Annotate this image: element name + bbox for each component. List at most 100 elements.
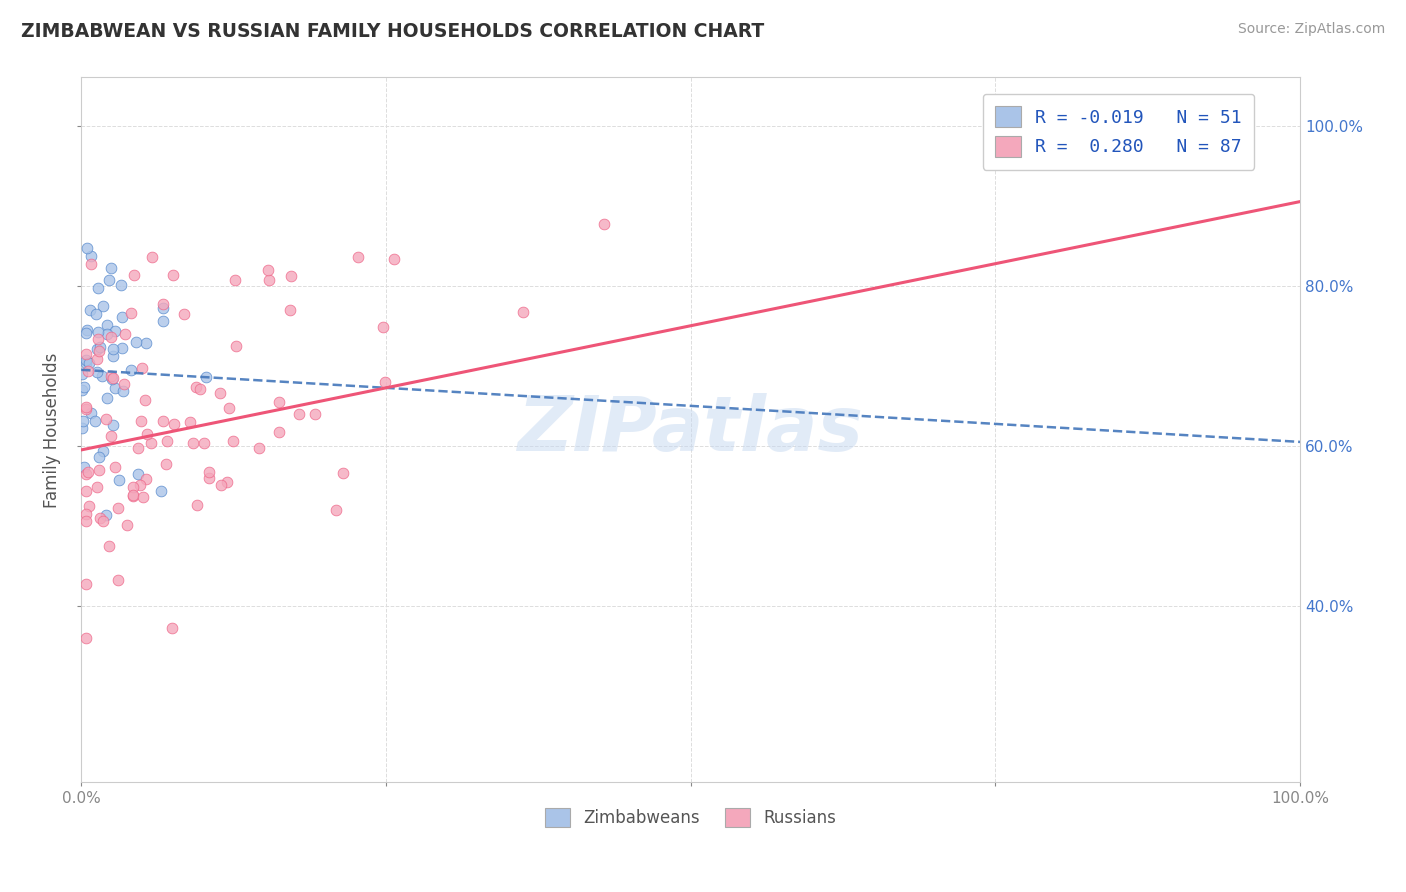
Point: [104, 381, 127, 395]
Point: [112, 376, 135, 391]
Point: [225, 339, 247, 353]
Point: [75, 577, 97, 591]
Point: [122, 489, 145, 503]
Point: [347, 250, 370, 264]
Point: [325, 503, 347, 517]
Point: [127, 467, 149, 482]
Point: [267, 425, 290, 439]
Point: [72, 420, 94, 434]
Point: [247, 441, 270, 455]
Point: [72, 368, 94, 382]
Point: [76, 347, 98, 361]
Point: [111, 384, 134, 398]
Point: [75, 483, 97, 498]
Point: [156, 434, 179, 448]
Point: [79, 302, 101, 317]
Point: [280, 268, 302, 283]
Point: [73, 459, 96, 474]
Point: [75, 631, 97, 645]
Point: [120, 363, 142, 377]
Point: [72, 415, 94, 429]
Point: [215, 475, 238, 490]
Point: [122, 480, 145, 494]
Point: [96, 391, 118, 405]
Point: [127, 441, 149, 455]
Point: [86, 480, 108, 494]
Point: [371, 319, 394, 334]
Point: [75, 400, 97, 414]
Point: [129, 478, 152, 492]
Point: [152, 414, 174, 428]
Point: [152, 314, 174, 328]
Point: [332, 466, 354, 480]
Point: [122, 488, 145, 502]
Point: [135, 472, 157, 486]
Point: [89, 340, 111, 354]
Point: [77, 465, 100, 479]
Point: [77, 499, 100, 513]
Point: [120, 306, 142, 320]
Point: [76, 323, 98, 337]
Point: [80, 257, 103, 271]
Point: [155, 457, 177, 471]
Text: ZIPatlas: ZIPatlas: [517, 392, 863, 467]
Point: [186, 498, 208, 512]
Point: [132, 491, 155, 505]
Point: [114, 327, 136, 342]
Point: [141, 435, 163, 450]
Point: [96, 318, 118, 333]
Point: [101, 371, 124, 385]
Text: ZIMBABWEAN VS RUSSIAN FAMILY HOUSEHOLDS CORRELATION CHART: ZIMBABWEAN VS RUSSIAN FAMILY HOUSEHOLDS …: [21, 22, 765, 41]
Point: [76, 241, 98, 255]
Point: [129, 414, 152, 428]
Point: [73, 380, 96, 394]
Point: [593, 217, 616, 231]
Point: [101, 417, 124, 432]
Point: [79, 406, 101, 420]
Point: [104, 459, 127, 474]
Point: [91, 514, 114, 528]
Point: [278, 303, 301, 318]
Point: [111, 310, 134, 324]
Point: [98, 539, 121, 553]
Point: [100, 330, 122, 344]
Point: [100, 260, 122, 275]
Point: [87, 463, 110, 477]
Point: [135, 335, 157, 350]
Point: [100, 369, 122, 384]
Point: [89, 450, 111, 464]
Point: [87, 281, 110, 295]
Point: [209, 478, 232, 492]
Point: [75, 402, 97, 417]
Point: [208, 386, 231, 401]
Point: [149, 483, 172, 498]
Point: [195, 370, 218, 384]
Point: [75, 514, 97, 528]
Point: [94, 411, 117, 425]
Point: [198, 465, 221, 479]
Point: [86, 342, 108, 356]
Point: [190, 382, 212, 396]
Point: [218, 401, 240, 416]
Point: [181, 435, 204, 450]
Point: [267, 394, 290, 409]
Point: [89, 510, 111, 524]
Point: [84, 307, 107, 321]
Point: [75, 326, 97, 340]
Point: [75, 507, 97, 521]
Point: [96, 508, 118, 523]
Point: [512, 304, 534, 318]
Point: [101, 342, 124, 356]
Point: [186, 380, 208, 394]
Point: [257, 273, 280, 287]
Point: [288, 407, 311, 421]
Point: [374, 375, 396, 389]
Point: [152, 296, 174, 310]
Point: [122, 268, 145, 282]
Point: [134, 393, 156, 408]
Point: [80, 249, 103, 263]
Point: [173, 307, 195, 321]
Point: [179, 416, 201, 430]
Point: [103, 370, 125, 384]
Point: [96, 327, 118, 342]
